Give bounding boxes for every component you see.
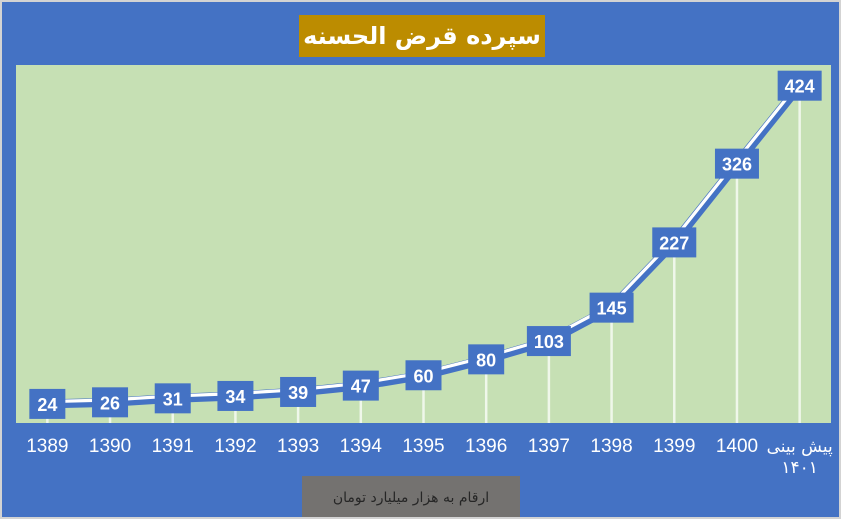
data-label-box <box>652 227 697 258</box>
x-axis-label: 1400 <box>716 436 758 457</box>
data-label-box <box>405 360 442 391</box>
x-axis-label: 1397 <box>528 436 570 457</box>
x-axis-label: 1393 <box>277 436 319 457</box>
x-axis-label: 1395 <box>402 436 444 457</box>
x-axis-label: 1389 <box>26 436 68 457</box>
x-axis-label: 1398 <box>590 436 632 457</box>
data-label-box <box>468 344 505 375</box>
x-axis-label: 1390 <box>89 436 131 457</box>
data-label-box <box>342 370 379 401</box>
data-label: 80 <box>476 350 496 370</box>
data-label-box <box>589 292 634 323</box>
data-label: 47 <box>351 377 371 397</box>
data-label: 60 <box>413 366 433 386</box>
data-label: 26 <box>100 393 120 413</box>
x-axis-label: 1391 <box>152 436 194 457</box>
x-axis-label-forecast-year: ۱۴۰۱ <box>781 458 818 478</box>
x-axis-label: 1394 <box>340 436 383 457</box>
chart-title: سپرده قرض الحسنه <box>303 22 541 50</box>
data-label: 31 <box>163 389 183 409</box>
data-label-box <box>714 148 759 179</box>
chart-title-box: سپرده قرض الحسنه <box>299 15 545 57</box>
data-label: 145 <box>597 299 627 319</box>
x-axis-label: 1396 <box>465 436 507 457</box>
data-label: 424 <box>785 77 815 97</box>
data-label-box <box>154 383 191 414</box>
unit-note-box: ارقام به هزار میلیارد تومان <box>302 476 520 517</box>
x-axis-label: 1392 <box>214 436 256 457</box>
data-label: 34 <box>225 387 245 407</box>
unit-note: ارقام به هزار میلیارد تومان <box>332 489 490 506</box>
x-axis-label-forecast: پیش بینی <box>767 437 833 457</box>
x-axis-label: 1399 <box>653 436 695 457</box>
data-label: 39 <box>288 383 308 403</box>
data-label-box <box>280 376 317 407</box>
data-label-box <box>217 380 254 411</box>
data-label-box <box>526 326 571 357</box>
data-label-box <box>777 70 822 101</box>
data-label-box <box>29 388 66 419</box>
data-label: 326 <box>722 155 752 175</box>
data-label: 227 <box>659 233 689 253</box>
data-label-box <box>92 387 129 418</box>
data-label: 103 <box>534 332 564 352</box>
data-label: 24 <box>37 395 57 415</box>
